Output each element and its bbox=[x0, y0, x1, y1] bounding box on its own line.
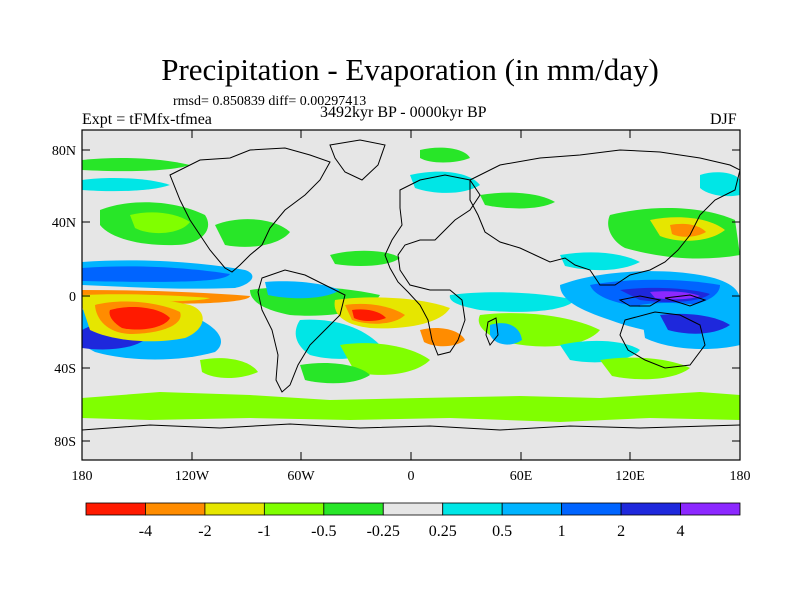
period-label: 3492kyr BP - 0000kyr BP bbox=[320, 104, 487, 121]
legend-swatch bbox=[85, 502, 146, 516]
legend-label: 4 bbox=[677, 523, 685, 540]
map-title: Precipitation - Evaporation (in mm/day) bbox=[161, 52, 659, 87]
lon-label-60w: 60W bbox=[287, 469, 315, 484]
legend-swatch bbox=[145, 502, 206, 516]
legend-label: 1 bbox=[558, 523, 566, 540]
experiment-label: Expt = tFMfx-tfmea bbox=[82, 111, 212, 128]
contour-fills bbox=[82, 147, 740, 422]
color-legend: -4 -2 -1 -0.5 -0.25 0.25 0.5 1 2 4 bbox=[85, 502, 741, 540]
legend-swatch bbox=[620, 502, 681, 516]
lat-label-40s: 40S bbox=[54, 362, 76, 377]
legend-label: -1 bbox=[258, 523, 271, 540]
legend-swatch bbox=[204, 502, 265, 516]
lat-label-40n: 40N bbox=[52, 216, 76, 231]
legend-label: 2 bbox=[617, 523, 625, 540]
lat-label-80n: 80N bbox=[52, 144, 76, 159]
legend-label: 0.5 bbox=[492, 523, 512, 540]
map-plot-area bbox=[82, 130, 740, 460]
lon-label-0: 0 bbox=[408, 469, 415, 484]
stats-label: rmsd= 0.850839 diff= 0.00297413 bbox=[173, 94, 367, 109]
lon-label-60e: 60E bbox=[510, 469, 533, 484]
lon-label-180e: 180 bbox=[730, 469, 751, 484]
legend-swatch bbox=[263, 502, 325, 516]
lat-label-80s: 80S bbox=[54, 435, 76, 450]
lon-label-120e: 120E bbox=[615, 469, 645, 484]
legend-label: 0.25 bbox=[429, 523, 457, 540]
legend-swatch bbox=[561, 502, 622, 516]
season-label: DJF bbox=[710, 111, 737, 128]
legend-label: -0.5 bbox=[311, 523, 336, 540]
legend-label: -0.25 bbox=[367, 523, 400, 540]
lat-label-0: 0 bbox=[69, 290, 76, 305]
legend-swatch bbox=[323, 502, 384, 516]
legend-label: -4 bbox=[139, 523, 152, 540]
legend-swatch bbox=[382, 502, 444, 516]
lat-axis: 80N 40N 0 40S 80S bbox=[52, 144, 740, 450]
lon-label-120w: 120W bbox=[175, 469, 210, 484]
legend-swatch bbox=[442, 502, 503, 516]
coastlines bbox=[82, 139, 740, 431]
lon-axis: 180 120W 60W 0 60E 120E 180 bbox=[72, 130, 751, 484]
legend-swatch bbox=[680, 502, 741, 516]
legend-swatch bbox=[501, 502, 563, 516]
legend-label: -2 bbox=[198, 523, 211, 540]
lon-label-180w: 180 bbox=[72, 469, 93, 484]
